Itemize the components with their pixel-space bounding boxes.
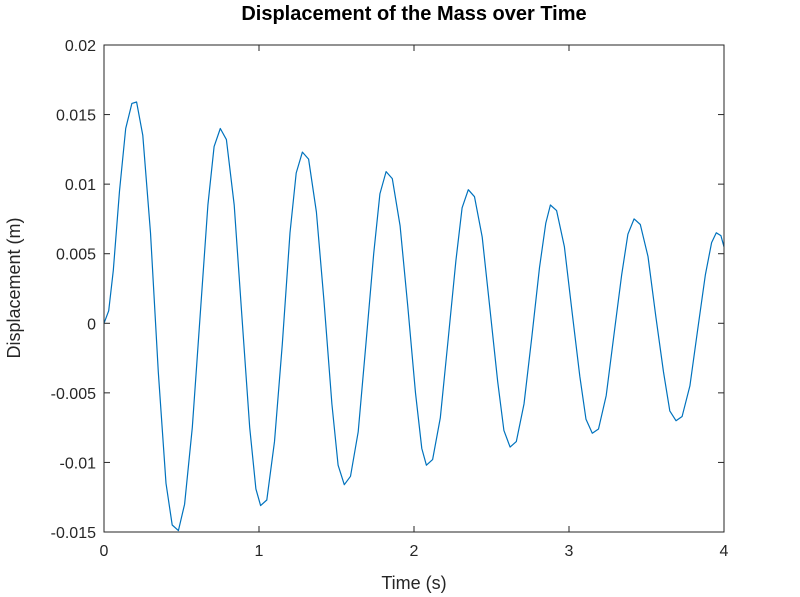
y-axis-ticks: -0.015 -0.01 -0.005 0 0.005 0.01 0.015 0.02: [51, 38, 724, 542]
series-line: [103, 101, 725, 532]
y-axis-label: Displacement (m): [4, 217, 24, 358]
x-tick-label: 1: [255, 543, 264, 560]
x-tick-label: 3: [565, 543, 574, 560]
y-tick-label: 0.02: [65, 38, 96, 55]
x-tick-label: 2: [410, 543, 419, 560]
x-tick-label: 4: [720, 543, 729, 560]
y-tick-label: 0.015: [56, 108, 96, 125]
y-tick-label: -0.005: [51, 386, 96, 403]
x-tick-label: 0: [100, 543, 109, 560]
y-tick-label: -0.01: [60, 455, 97, 472]
y-tick-label: -0.015: [51, 525, 96, 542]
axes-box: [103, 44, 725, 533]
y-tick-label: 0.005: [56, 247, 96, 264]
plot-area: [104, 45, 724, 532]
x-axis-label: Time (s): [381, 573, 446, 593]
chart-title: Displacement of the Mass over Time: [241, 3, 586, 25]
y-tick-label: 0.01: [65, 177, 96, 194]
y-tick-label: 0: [87, 316, 96, 333]
